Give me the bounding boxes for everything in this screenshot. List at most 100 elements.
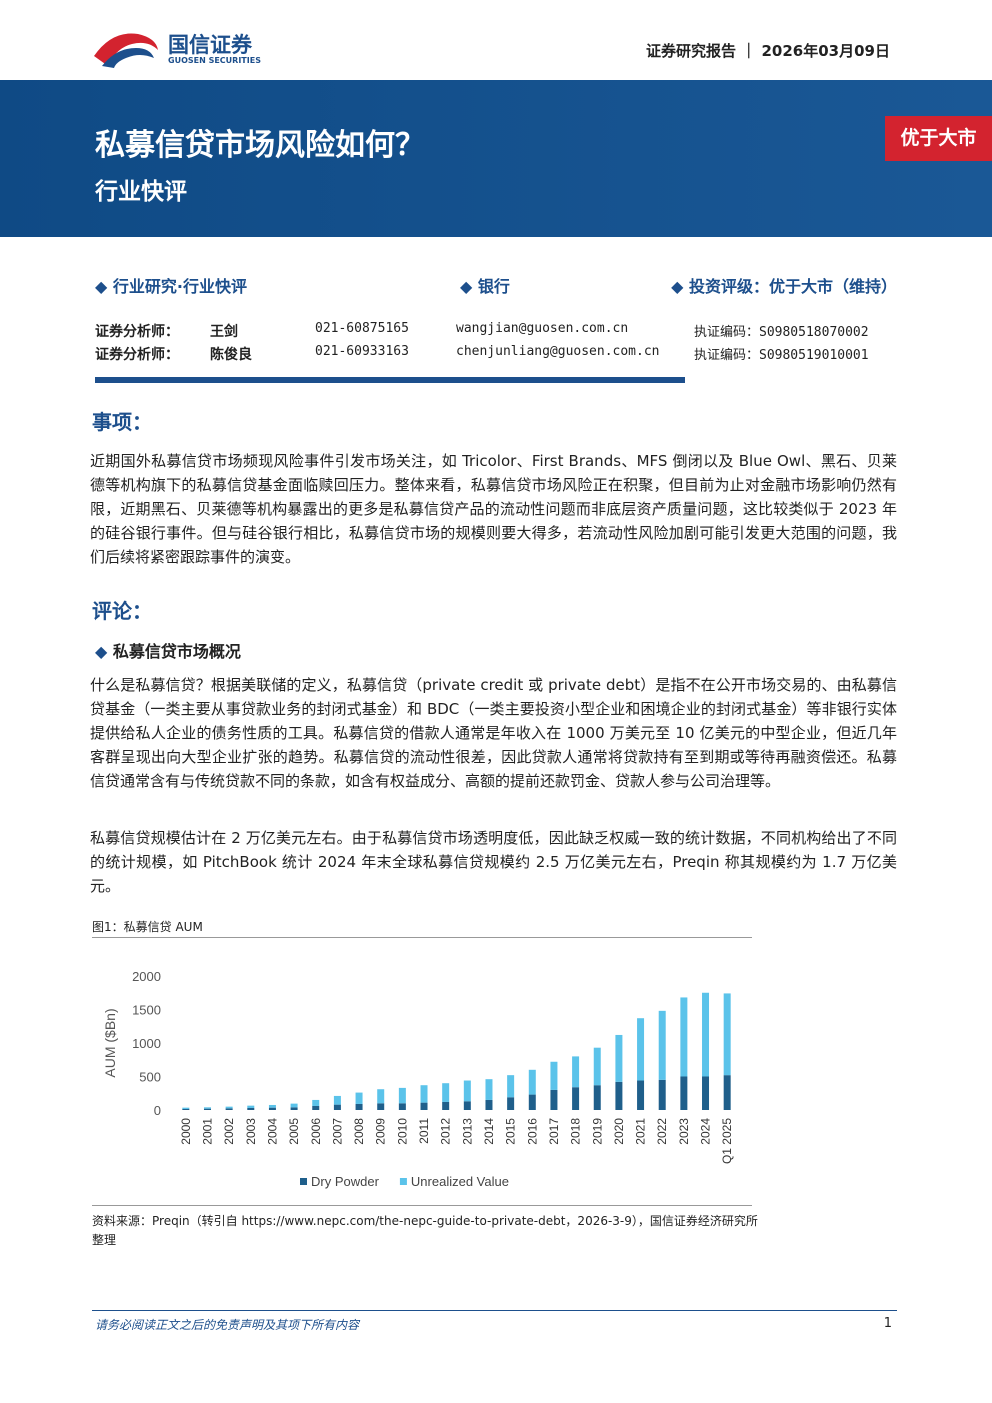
bar-segment <box>463 1080 471 1102</box>
bar-segment <box>203 1107 211 1109</box>
bar-segment <box>550 1061 558 1090</box>
rating-badge: 优于大市 <box>885 116 992 161</box>
info-category: 行业研究·行业快评 <box>95 273 247 297</box>
bar-segment <box>485 1079 493 1100</box>
x-tick-label: 2014 <box>482 1118 496 1145</box>
bar-segment <box>702 1076 710 1110</box>
x-tick-label: 2005 <box>287 1118 301 1145</box>
bar-segment <box>268 1104 276 1108</box>
x-tick-label: 2022 <box>655 1118 669 1145</box>
x-tick-label: 2004 <box>265 1118 279 1145</box>
bar-segment <box>637 1018 645 1081</box>
bar-segment <box>203 1108 211 1110</box>
bar-segment <box>680 997 688 1077</box>
bar-segment <box>420 1085 428 1103</box>
logo-en: GUOSEN SECURITIES <box>168 56 261 65</box>
x-tick-label: 2018 <box>569 1118 583 1145</box>
bar-segment <box>442 1101 450 1110</box>
bar-segment <box>290 1107 298 1110</box>
x-tick-label: 2002 <box>222 1118 236 1145</box>
y-tick-label: 0 <box>154 1103 161 1118</box>
analyst-cell: 021-60875165 <box>315 321 409 336</box>
source-rule <box>92 1205 752 1206</box>
bar-segment <box>225 1106 233 1109</box>
bar-segment <box>658 1010 666 1080</box>
source: 资料来源：Preqin（转引自 https://www.nepc.com/the… <box>92 1214 758 1247</box>
bar-segment <box>377 1089 385 1104</box>
caption-rule <box>92 937 752 938</box>
banner <box>0 80 992 237</box>
analyst-cell: 陈俊良 <box>210 347 252 363</box>
y-axis-label: AUM ($Bn) <box>102 1008 118 1077</box>
figure-caption: 图1：私募信贷 AUM <box>92 920 203 934</box>
subtitle: 行业快评 <box>95 179 187 205</box>
bar-segment <box>398 1087 406 1104</box>
analyst-cell: 执证编码：S0980518070002 <box>694 325 869 340</box>
section-heading: 评论： <box>92 599 152 623</box>
bar-segment <box>507 1075 515 1098</box>
chart: AUM ($Bn) 0 500 1000 1500 2000 2000 2001 2002 20… <box>102 969 734 1189</box>
bar-segment <box>572 1056 580 1088</box>
info-sector: 银行 <box>460 273 510 297</box>
bar-segment <box>312 1099 320 1106</box>
bar-segment <box>615 1081 623 1110</box>
bar-segment <box>485 1099 493 1110</box>
paragraph: 近期国外私募信贷市场频现风险事件引发市场关注，如 Tricolor、First … <box>90 452 897 566</box>
legend-swatch <box>300 1178 307 1185</box>
x-tick-label: 2015 <box>504 1118 518 1145</box>
bar-segment <box>355 1092 363 1104</box>
footer-rule <box>92 1310 897 1311</box>
x-tick-label: 2010 <box>395 1118 409 1145</box>
bar-segment <box>355 1103 363 1110</box>
bar-segment <box>312 1105 320 1110</box>
logo-cn: 国信证券 <box>168 33 252 57</box>
disclaimer: 请务必阅读正文之后的免责声明及其项下所有内容 <box>95 1318 360 1332</box>
bar-segment <box>593 1047 601 1086</box>
bar-segment <box>550 1089 558 1110</box>
bar-segment <box>290 1103 298 1108</box>
x-tick-label: 2023 <box>677 1118 691 1145</box>
info-rating: 投资评级：优于大市（维持） <box>671 273 897 297</box>
page-number: 1 <box>883 1316 892 1331</box>
bar-segment <box>593 1085 601 1110</box>
paragraph: 私募信贷规模估计在 2 万亿美元左右。由于私募信贷市场透明度低，因此缺乏权威一致… <box>90 829 897 895</box>
bar-segment <box>225 1108 233 1110</box>
bar-segment <box>572 1087 580 1110</box>
x-tick-label: 2009 <box>374 1118 388 1145</box>
legend-swatch <box>399 1178 407 1185</box>
y-tick-label: 2000 <box>132 969 161 984</box>
y-tick-label: 1000 <box>132 1036 161 1051</box>
bar-segment <box>615 1034 623 1082</box>
report-date: 2026年03月09日 <box>761 42 891 60</box>
x-tick-label: 2012 <box>439 1118 453 1145</box>
x-tick-label: 2021 <box>634 1118 648 1145</box>
legend-label: Dry Powder <box>311 1174 380 1189</box>
bar-segment <box>333 1095 341 1105</box>
y-tick-label: 1500 <box>132 1003 161 1018</box>
x-tick-label: 2006 <box>309 1118 323 1145</box>
bar-segment <box>680 1076 688 1110</box>
x-tick-label: 2024 <box>699 1118 713 1145</box>
x-tick-label: 2000 <box>179 1118 193 1145</box>
title: 私募信贷市场风险如何？ <box>95 128 425 163</box>
bar-segment <box>723 993 731 1076</box>
y-tick-label: 500 <box>139 1070 161 1085</box>
x-tick-label: Q1 2025 <box>720 1118 734 1164</box>
bar-segment <box>268 1107 276 1110</box>
bar-segment <box>247 1105 255 1108</box>
x-tick-label: 2013 <box>460 1118 474 1145</box>
bar-segment <box>658 1079 666 1110</box>
bar-segment <box>463 1101 471 1110</box>
bar-segment <box>182 1108 190 1110</box>
bar-segment <box>507 1097 515 1110</box>
x-tick-label: 2001 <box>200 1118 214 1145</box>
x-tick-label: 2019 <box>590 1118 604 1145</box>
analyst-cell: wangjian@guosen.com.cn <box>456 321 629 336</box>
x-tick-label: 2016 <box>525 1118 539 1145</box>
x-tick-label: 2008 <box>352 1118 366 1145</box>
bar-segment <box>377 1103 385 1110</box>
bar-segment <box>702 992 710 1077</box>
report-header: 证券研究报告 ｜ 2026年03月09日 <box>646 42 891 60</box>
sub-heading: 私募信贷市场概况 <box>95 638 241 662</box>
